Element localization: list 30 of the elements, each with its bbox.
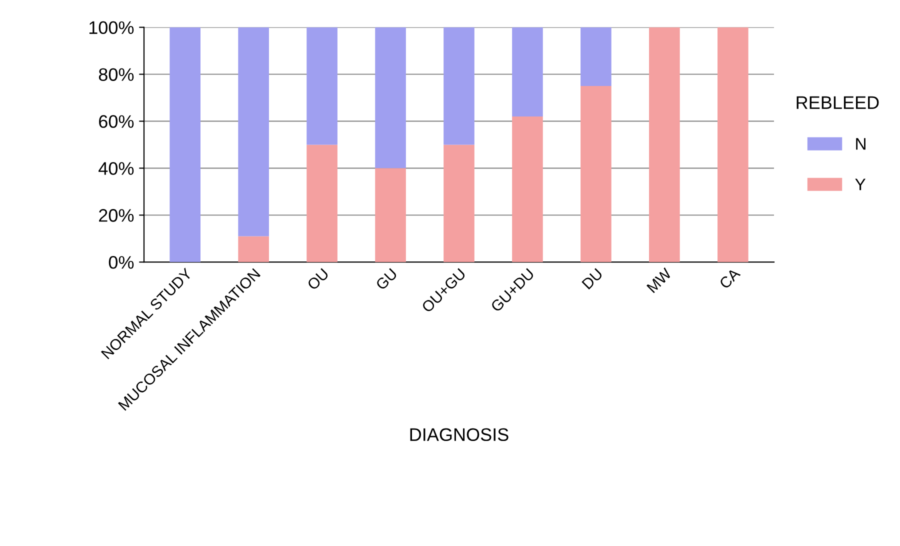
legend-label: Y xyxy=(855,178,866,190)
x-tick-label: GU xyxy=(375,268,398,291)
x-tick-label: OU xyxy=(306,268,330,291)
legend-title: REBLEED xyxy=(796,96,879,109)
y-tick-label: 0% xyxy=(108,256,134,269)
bar xyxy=(718,27,748,262)
bar xyxy=(512,27,543,117)
bar xyxy=(580,86,612,262)
bar xyxy=(306,27,338,145)
y-tick-label: 80% xyxy=(98,68,134,81)
bar xyxy=(444,27,474,145)
bar xyxy=(444,144,474,262)
x-axis-title: DIAGNOSIS xyxy=(410,428,508,442)
bar xyxy=(306,144,338,262)
bar xyxy=(580,27,612,86)
x-tick-label: CA xyxy=(718,267,741,290)
bar xyxy=(375,168,406,262)
x-tick-label: DU xyxy=(582,268,604,290)
x-tick-label: MW xyxy=(646,267,672,294)
bar xyxy=(512,116,543,262)
y-tick-label: 40% xyxy=(98,162,134,175)
bar xyxy=(238,236,269,262)
bar xyxy=(649,27,680,262)
bar xyxy=(170,27,200,262)
legend-label: N xyxy=(856,138,866,150)
bar xyxy=(375,27,406,168)
y-tick-label: 20% xyxy=(99,209,134,222)
bar xyxy=(238,27,269,236)
y-tick-label: 100% xyxy=(89,21,134,34)
y-tick-label: 60% xyxy=(99,115,134,128)
